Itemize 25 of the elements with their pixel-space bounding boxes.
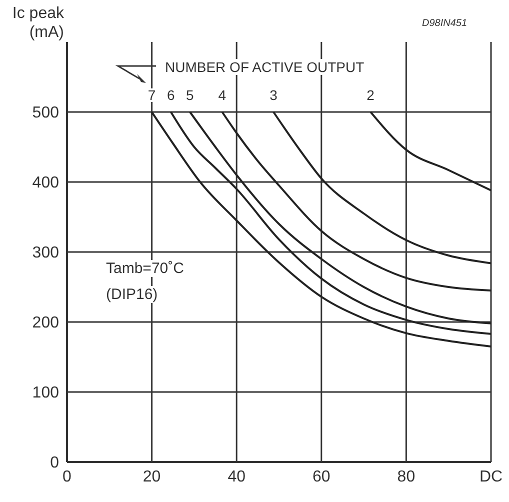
y-tick-label: 100 xyxy=(32,384,60,402)
y-tick-label: 300 xyxy=(32,244,60,262)
series-label: 5 xyxy=(186,87,194,103)
series-label: 2 xyxy=(366,87,375,103)
annotation: NUMBER OF ACTIVE OUTPUT xyxy=(163,59,366,75)
x-tick-label: 60 xyxy=(312,468,330,486)
x-tick-label: 80 xyxy=(397,468,416,486)
y-axis-title: Ic peak (mA) xyxy=(11,4,64,42)
series-label: 6 xyxy=(166,87,175,103)
y-tick-label: 200 xyxy=(32,314,60,332)
y-tick-label: 500 xyxy=(32,104,60,122)
text: D98IN451 xyxy=(420,18,470,29)
x-tick-label: 20 xyxy=(142,468,161,486)
series-label: 3 xyxy=(270,87,278,103)
line-series xyxy=(221,111,491,292)
line-series xyxy=(370,111,491,192)
annotation: Tamb=70˚C xyxy=(104,260,186,277)
x-tick-label: 40 xyxy=(228,468,246,486)
line-series xyxy=(272,111,491,264)
x-tick-label: DC xyxy=(479,468,503,486)
x-tick-label: 0 xyxy=(62,468,72,486)
y-tick-label: 0 xyxy=(50,454,60,472)
series-label: 4 xyxy=(218,87,226,103)
y-tick-label: 400 xyxy=(32,174,60,192)
annotation: (DIP16) xyxy=(104,286,160,303)
